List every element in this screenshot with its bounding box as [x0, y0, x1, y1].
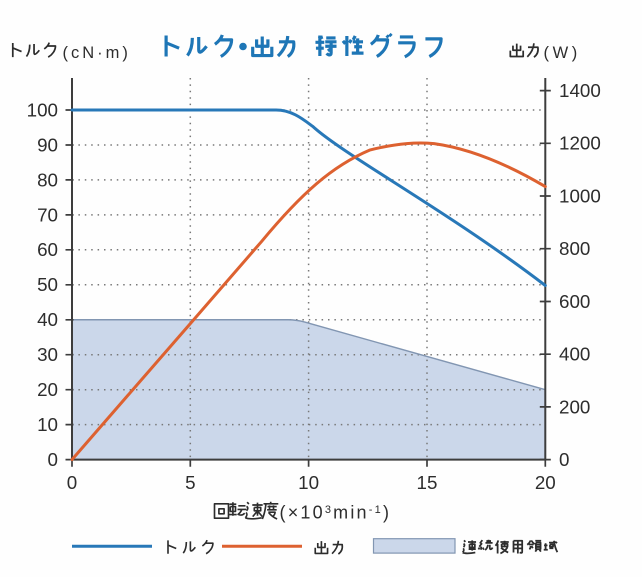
svg-text:70: 70	[37, 204, 58, 225]
svg-text:60: 60	[37, 239, 58, 260]
svg-text:40: 40	[37, 309, 58, 330]
svg-text:20: 20	[535, 472, 556, 493]
svg-text:0: 0	[48, 449, 58, 470]
svg-text:10: 10	[37, 414, 58, 435]
svg-text:50: 50	[37, 274, 58, 295]
svg-text:1000: 1000	[559, 185, 601, 206]
svg-text:(×103min-1): (×103min-1)	[280, 503, 392, 523]
svg-text:10: 10	[298, 472, 319, 493]
svg-text:0: 0	[559, 449, 569, 470]
svg-text:400: 400	[559, 344, 590, 365]
svg-text:1200: 1200	[559, 133, 601, 154]
svg-text:(W): (W)	[544, 44, 581, 62]
svg-text:1400: 1400	[559, 80, 601, 101]
svg-text:80: 80	[37, 169, 58, 190]
svg-text:0: 0	[67, 472, 77, 493]
svg-text:15: 15	[417, 472, 438, 493]
svg-text:20: 20	[37, 379, 58, 400]
svg-text:(cN·m): (cN·m)	[63, 44, 131, 62]
svg-text:90: 90	[37, 134, 58, 155]
svg-text:600: 600	[559, 291, 590, 312]
svg-text:30: 30	[37, 344, 58, 365]
svg-text:5: 5	[185, 472, 195, 493]
svg-text:200: 200	[559, 396, 590, 417]
svg-text:100: 100	[27, 99, 58, 120]
svg-text:800: 800	[559, 238, 590, 259]
